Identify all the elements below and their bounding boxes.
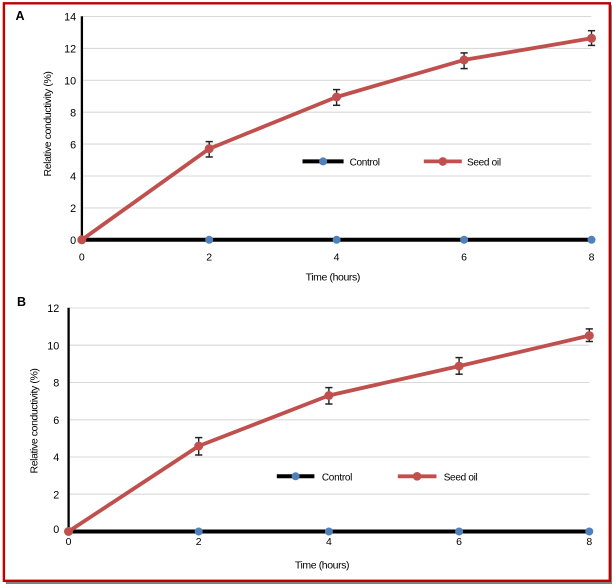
svg-text:10: 10 [64, 76, 76, 88]
svg-text:0: 0 [70, 235, 76, 247]
svg-text:8: 8 [589, 252, 595, 264]
svg-text:Time (hours): Time (hours) [306, 271, 360, 283]
svg-text:0: 0 [79, 252, 85, 264]
svg-text:Relative conductivity (%): Relative conductivity (%) [42, 72, 54, 177]
svg-text:6: 6 [461, 252, 467, 264]
svg-text:4: 4 [334, 252, 340, 264]
svg-text:10: 10 [47, 340, 59, 352]
svg-text:6: 6 [456, 536, 462, 548]
svg-text:2: 2 [196, 536, 202, 548]
svg-text:6: 6 [70, 139, 76, 151]
svg-text:Relative conductivity (%): Relative conductivity (%) [28, 369, 40, 474]
svg-text:A: A [16, 9, 25, 23]
svg-text:Control: Control [350, 158, 380, 169]
svg-text:Time (hours): Time (hours) [295, 560, 349, 572]
svg-text:Seed oil: Seed oil [444, 472, 478, 483]
svg-text:Control: Control [322, 472, 352, 483]
svg-text:14: 14 [64, 12, 76, 24]
svg-text:Seed oil: Seed oil [467, 158, 501, 169]
svg-text:4: 4 [53, 452, 59, 464]
svg-text:12: 12 [64, 44, 76, 56]
svg-text:0: 0 [53, 524, 59, 536]
svg-text:B: B [17, 295, 26, 309]
svg-text:0: 0 [66, 536, 72, 548]
svg-text:4: 4 [70, 171, 76, 183]
svg-text:2: 2 [70, 203, 76, 215]
svg-text:2: 2 [53, 489, 59, 501]
svg-text:2: 2 [206, 252, 212, 264]
svg-text:12: 12 [47, 303, 59, 315]
svg-text:4: 4 [326, 536, 332, 548]
svg-text:8: 8 [53, 378, 59, 390]
svg-text:8: 8 [586, 536, 592, 548]
svg-text:8: 8 [70, 107, 76, 119]
svg-text:6: 6 [53, 415, 59, 427]
